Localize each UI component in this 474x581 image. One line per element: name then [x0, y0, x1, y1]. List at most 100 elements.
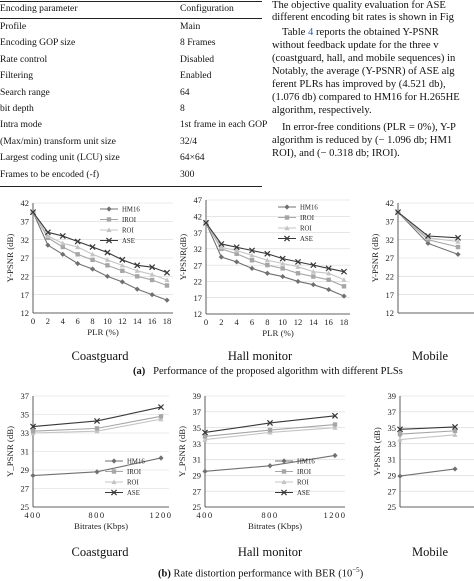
marker-cross: [396, 426, 404, 433]
marker-triangle: [452, 432, 458, 437]
marker-diamond: [397, 473, 403, 479]
y-axis-label: Y-PSNR (dB): [370, 234, 380, 283]
marker-square: [234, 251, 239, 256]
series-line-ase: [399, 426, 456, 430]
series-line-iroi: [399, 430, 456, 435]
x-tick-label: 4: [235, 317, 240, 327]
marker-cross: [105, 237, 113, 244]
marker-square: [149, 277, 155, 283]
marker-diamond: [60, 251, 66, 257]
legend: HM16 IROI ROI ASE: [100, 206, 140, 245]
marker-diamond: [284, 204, 290, 210]
marker-diamond: [106, 206, 112, 212]
legend-label: ROI: [122, 228, 134, 235]
table-cell-configuration: Main: [180, 21, 201, 32]
y-tick-label: 37: [21, 217, 30, 227]
marker-triangle: [60, 240, 66, 246]
y-tick-label: 12: [21, 308, 30, 318]
marker-diamond: [218, 254, 224, 260]
y-tick-label: 29: [193, 470, 202, 480]
table-reference-link[interactable]: 4: [308, 27, 314, 38]
marker-diamond: [134, 286, 140, 292]
marker-triangle: [326, 270, 332, 276]
series-line-ase: [205, 222, 345, 273]
marker-cross: [279, 255, 286, 262]
x-tick-label: 6: [250, 317, 254, 327]
x-axis-label: PLR (%): [262, 328, 294, 338]
marker-diamond: [310, 282, 316, 288]
marker-diamond: [149, 292, 155, 298]
x-tick-label: 8: [265, 317, 269, 327]
marker-diamond: [264, 270, 270, 276]
x-axis-label: PLR (%): [87, 327, 119, 337]
marker-diamond: [119, 279, 125, 285]
y-tick-label: 35: [193, 423, 202, 433]
marker-cross: [248, 247, 256, 254]
marker-square: [295, 271, 301, 276]
y-tick-label: 35: [388, 423, 397, 433]
x-axis-label: Bitrates (Kbps): [248, 521, 302, 531]
y-tick-label: 29: [388, 470, 397, 480]
legend: HM16 IROI ROI ASE: [105, 458, 145, 497]
marker-diamond: [295, 278, 301, 285]
y-tick-label: 42: [386, 198, 395, 208]
table-rule-top: [0, 1, 262, 2]
y-tick-label: 39: [388, 391, 397, 401]
marker-square: [90, 257, 95, 263]
series-line-iroi: [205, 222, 345, 287]
table-cell-parameter: Frames to be encoded (-f): [0, 168, 100, 180]
marker-square: [94, 426, 100, 431]
x-tick-label: 18: [163, 316, 172, 326]
legend-label: IROI: [300, 215, 315, 222]
marker-square: [397, 431, 403, 437]
marker-square: [60, 244, 65, 250]
marker-triangle: [218, 244, 224, 250]
marker-cross: [74, 238, 81, 245]
marker-cross: [264, 250, 271, 257]
series-line-hm16: [399, 468, 456, 477]
marker-cross: [59, 232, 66, 240]
marker-square: [281, 469, 287, 474]
table-cell-parameter: Filtering: [0, 70, 34, 82]
marker-square: [135, 274, 140, 279]
x-tick-label: 400: [24, 510, 41, 520]
legend-label: HM16: [122, 207, 140, 214]
marker-diamond: [332, 452, 338, 459]
y-axis-label: Y-PSNR(dB): [178, 234, 188, 281]
marker-triangle: [104, 257, 111, 262]
y-tick-label: 32: [21, 235, 30, 245]
x-tick-label: 10: [278, 317, 287, 327]
marker-square: [75, 252, 80, 257]
y-tick-label: 27: [21, 484, 30, 494]
y-tick-label: 33: [193, 439, 202, 449]
marker-cross: [233, 244, 240, 251]
chart: 25 27 29 31 33 35 37 39 Y-PSNR (dB): [372, 391, 474, 512]
y-tick-label: 22: [386, 272, 395, 282]
y-tick-label: 27: [193, 486, 202, 496]
marker-cross: [104, 249, 111, 256]
x-tick-label: 800: [88, 510, 105, 520]
marker-square: [265, 262, 270, 268]
subtitle-hall-monitor-b: Hall monitor: [237, 545, 303, 559]
x-tick-label: 800: [261, 510, 278, 520]
marker-triangle: [249, 252, 255, 258]
table-rule-bottom: [0, 186, 262, 187]
marker-diamond: [425, 240, 431, 246]
y-tick-label: 12: [386, 308, 395, 318]
legend-label: ASE: [297, 490, 310, 497]
table-cell-configuration: 8 Frames: [180, 37, 216, 49]
series-line-roi: [205, 222, 345, 281]
y-axis-label: Y-PSNR (dB): [372, 427, 382, 476]
marker-cross: [340, 268, 348, 275]
y-tick-label: 32: [386, 235, 395, 245]
marker-diamond: [267, 463, 273, 469]
marker-diamond: [75, 260, 81, 267]
series-line-ase: [32, 406, 162, 428]
marker-cross: [163, 269, 171, 276]
y-tick-label: 31: [193, 455, 202, 465]
table-cell-parameter: Intra mode: [0, 119, 42, 131]
text-line: different encoding bit rates is shown in…: [272, 12, 454, 23]
x-tick-label: 2: [46, 316, 50, 326]
y-tick-label: 37: [193, 407, 202, 417]
